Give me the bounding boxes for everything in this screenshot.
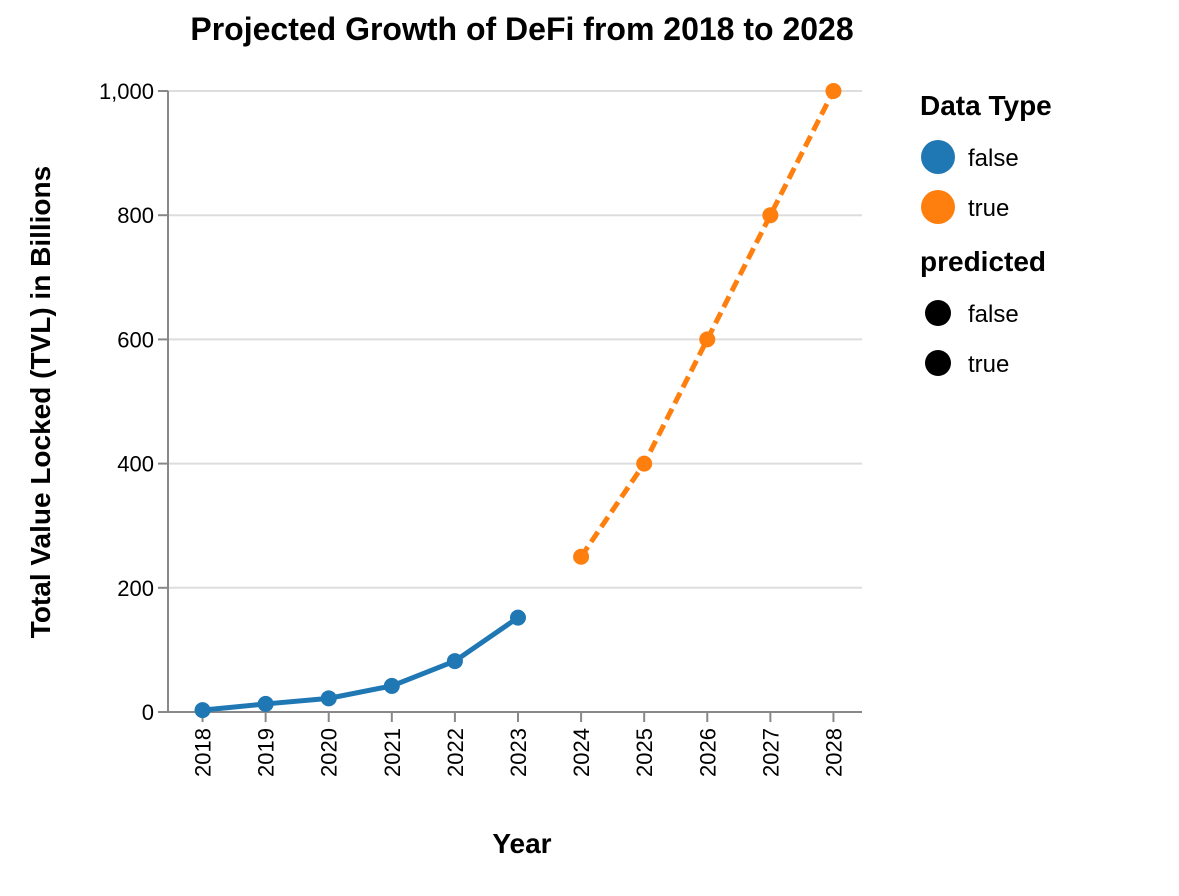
data-point-false [320,690,337,707]
x-tick-label: 2022 [443,728,468,777]
y-axis-label: Total Value Locked (TVL) in Billions [25,166,56,638]
data-point-false [383,677,400,694]
legend-title: Data Type [920,90,1052,121]
legend-symbol [921,140,955,174]
y-tick-label: 800 [117,203,154,228]
legend-symbol [925,300,951,326]
data-point-false [446,653,463,670]
data-point-true [825,83,842,99]
data-point-true [573,548,590,565]
y-tick-label: 1,000 [99,79,154,104]
y-tick-label: 200 [117,576,154,601]
legend-symbol [925,350,951,376]
x-tick-label: 2019 [254,728,279,777]
x-axis-label: Year [492,828,551,859]
data-point-true [762,207,779,224]
y-tick-label: 0 [142,700,154,725]
x-tick-label: 2018 [191,728,216,777]
x-tick-label: 2021 [380,728,405,777]
series-line-false [202,615,520,713]
x-tick-label: 2025 [632,728,657,777]
data-point-false [510,609,526,626]
x-tick-label: 2026 [695,728,720,777]
legend-title: predicted [920,246,1046,277]
legend-label: false [968,145,1019,172]
legend-label: true [968,351,1009,378]
x-tick-label: 2024 [569,728,594,777]
legend-label: false [968,301,1019,328]
data-point-true [699,331,716,348]
chart-title: Projected Growth of DeFi from 2018 to 20… [190,11,853,47]
y-tick-label: 600 [117,327,154,352]
x-tick-label: 2027 [758,728,783,777]
series-line-true [579,89,836,559]
y-tick-label: 400 [117,452,154,477]
x-tick-label: 2023 [506,728,531,777]
x-tick-label: 2028 [821,728,846,777]
data-point-true [636,455,653,472]
legend-label: true [968,195,1009,222]
data-point-false [257,695,274,712]
data-point-false [194,702,211,719]
legend-symbol [921,190,955,224]
x-tick-label: 2020 [317,728,342,777]
